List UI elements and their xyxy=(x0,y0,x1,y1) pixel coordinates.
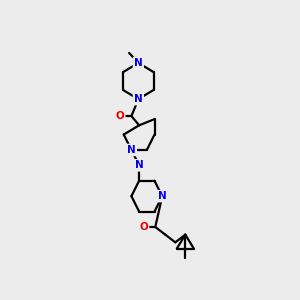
Text: N: N xyxy=(134,94,143,104)
Text: O: O xyxy=(140,222,148,232)
Text: N: N xyxy=(135,160,143,170)
Text: N: N xyxy=(134,58,143,68)
Text: O: O xyxy=(116,111,124,121)
Text: N: N xyxy=(127,145,136,155)
Text: N: N xyxy=(158,191,167,201)
